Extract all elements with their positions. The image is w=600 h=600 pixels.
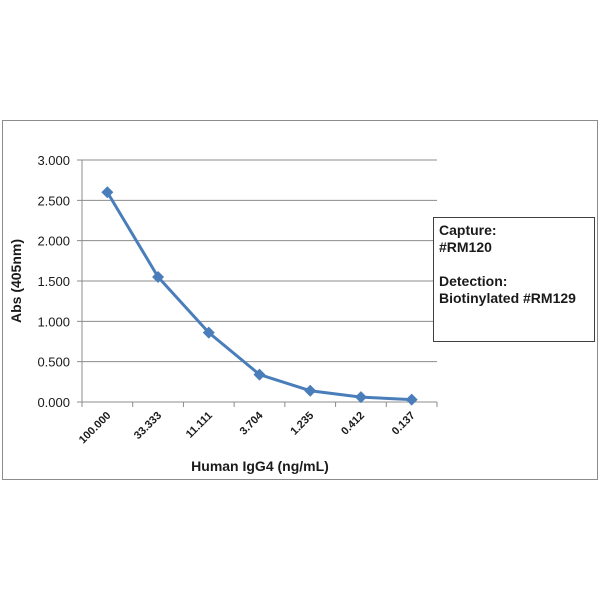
x-tick-label: 100.000 (77, 410, 114, 447)
assay-annotation-box: Capture: #RM120 Detection: Biotinylated … (433, 217, 595, 342)
x-tick-label: 0.137 (390, 410, 418, 438)
x-axis-label: Human IgG4 (ng/mL) (191, 458, 329, 474)
detection-label: Detection: (439, 273, 508, 289)
diamond-marker-icon (354, 391, 367, 404)
chart-frame (2, 120, 598, 480)
x-tick-label: 0.412 (339, 410, 367, 438)
diamond-marker-icon (101, 186, 114, 199)
gridlines (77, 159, 437, 403)
y-tick-label: 0.000 (37, 395, 70, 410)
data-series (101, 186, 418, 406)
x-tick-label: 11.111 (184, 410, 215, 441)
x-tick-label: 3.704 (238, 409, 267, 438)
diamond-marker-icon (253, 368, 266, 381)
x-tick-label: 33.333 (132, 410, 164, 442)
y-tick-label: 1.000 (37, 314, 70, 329)
y-axis-label: Abs (405nm) (8, 239, 24, 323)
diamond-marker-icon (405, 393, 418, 406)
detection-value: Biotinylated #RM129 (439, 290, 576, 306)
x-axis-ticks: 100.000 33.333 11.111 3.704 1.235 0.412 0.137 (77, 402, 438, 447)
y-axis-ticks: 0.000 0.500 1.000 1.500 2.000 2.500 3.000 (37, 153, 70, 410)
y-tick-label: 2.500 (37, 193, 70, 208)
capture-label: Capture: (439, 222, 497, 238)
y-tick-label: 0.500 (37, 355, 70, 370)
series-line (106, 191, 412, 402)
y-tick-label: 2.000 (37, 234, 70, 249)
diamond-marker-icon (152, 270, 165, 283)
y-tick-label: 1.500 (37, 274, 70, 289)
capture-value: #RM120 (439, 239, 492, 255)
x-tick-label: 1.235 (288, 410, 316, 438)
diamond-marker-icon (202, 326, 215, 339)
diamond-marker-icon (304, 384, 317, 397)
y-tick-label: 3.000 (37, 153, 70, 168)
